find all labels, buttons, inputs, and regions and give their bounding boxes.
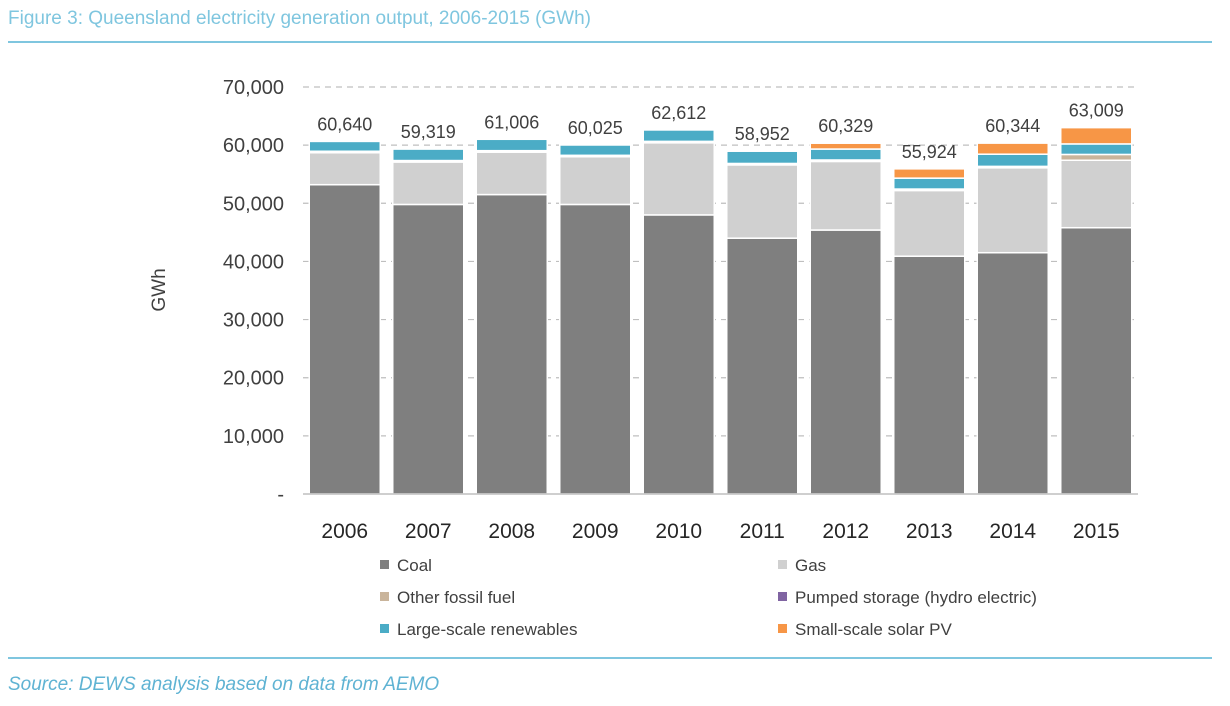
bar-segment-large-scale-renewables: [893, 177, 966, 190]
bar-segment-large-scale-renewables: [308, 140, 381, 152]
y-axis-label: GWh: [149, 268, 170, 311]
bar-segment-small-scale-solar-pv: [976, 142, 1049, 155]
bar-segment-gas: [1060, 159, 1133, 229]
total-data-label: 60,344: [985, 116, 1040, 136]
bar-segment-large-scale-renewables: [475, 138, 548, 152]
bar-segment-coal: [893, 255, 966, 495]
bar-segment-gas: [559, 156, 632, 206]
total-data-label: 58,952: [735, 124, 790, 144]
y-tick-label: 70,000: [223, 77, 284, 99]
bar-segment-gas: [726, 164, 799, 239]
legend-label: Gas: [795, 556, 827, 575]
source-note: Source: DEWS analysis based on data from…: [8, 674, 440, 695]
bar-segment-coal: [475, 193, 548, 495]
x-tick-label: 2011: [740, 520, 785, 543]
legend-swatch: [778, 624, 787, 634]
y-tick-label: 50,000: [223, 193, 284, 215]
bar-segment-large-scale-renewables: [1060, 143, 1133, 156]
bar-segment-coal: [392, 203, 465, 495]
legend-item: Small-scale solar PV: [778, 620, 952, 640]
bar-segment-gas: [475, 151, 548, 196]
total-labels: 60,640 59,319 61,006 60,025 62,612 58,952 60,3…: [317, 101, 1124, 162]
x-tick-label: 2008: [488, 520, 535, 543]
bar-segment-coal: [642, 214, 715, 495]
bar-segment-small-scale-solar-pv: [809, 142, 882, 150]
total-data-label: 55,924: [902, 142, 957, 162]
y-tick-label: 60,000: [223, 135, 284, 157]
bar-segment-gas: [642, 142, 715, 216]
bar-segment-coal: [809, 229, 882, 495]
legend-label: Large-scale renewables: [397, 620, 578, 639]
legend-swatch: [380, 592, 389, 602]
x-tick-label: 2007: [405, 520, 452, 543]
total-data-label: 63,009: [1069, 101, 1124, 121]
legend-label: Other fossil fuel: [397, 588, 516, 607]
bar-segment-gas: [809, 160, 882, 231]
total-data-label: 60,329: [818, 116, 873, 136]
bar-segment-small-scale-solar-pv: [893, 168, 966, 179]
bar-segment-large-scale-renewables: [809, 148, 882, 161]
legend-item: Coal: [380, 556, 432, 576]
y-tick-label: 40,000: [223, 251, 284, 273]
total-data-label: 60,640: [317, 114, 372, 134]
x-tick-label: 2009: [572, 520, 619, 543]
bar-segment-coal: [559, 203, 632, 495]
figure-title: Figure 3: Queensland electricity generat…: [8, 8, 591, 29]
total-data-label: 59,319: [401, 122, 456, 142]
bar-segment-small-scale-solar-pv: [1060, 126, 1133, 145]
legend-label: Pumped storage (hydro electric): [795, 588, 1037, 607]
legend-item: Gas: [778, 556, 826, 576]
bar-segment-other-fossil-fuel: [1060, 153, 1133, 162]
bar-segment-large-scale-renewables: [726, 150, 799, 165]
bar-segment-large-scale-renewables: [392, 148, 465, 162]
legend-item: Other fossil fuel: [380, 588, 515, 608]
y-tick-label: -: [277, 484, 284, 506]
source-divider: [8, 657, 1212, 659]
y-tick-label: 30,000: [223, 310, 284, 332]
legend-swatch: [380, 624, 389, 634]
bar-segment-large-scale-renewables: [642, 129, 715, 143]
bar-segment-gas: [976, 167, 1049, 254]
legend-label: Small-scale solar PV: [795, 620, 952, 639]
bar-segment-gas: [893, 189, 966, 257]
x-tick-label: 2012: [822, 520, 869, 543]
x-tick-label: 2006: [321, 520, 368, 543]
x-tick-label: 2015: [1073, 520, 1120, 543]
title-divider: [8, 41, 1212, 43]
y-tick-label: 20,000: [223, 368, 284, 390]
legend-label: Coal: [397, 556, 432, 575]
x-tick-label: 2010: [655, 520, 702, 543]
stacked-bar-chart: 60,640 59,319 61,006 60,025 62,612 58,952 60,3…: [149, 77, 1138, 543]
legend-item: Pumped storage (hydro electric): [778, 588, 1037, 608]
legend-swatch: [380, 560, 389, 570]
legend-swatch: [778, 560, 787, 570]
x-tick-label: 2013: [906, 520, 953, 543]
total-data-label: 61,006: [484, 112, 539, 132]
axes: - 10,000 20,000 30,000 40,000 50,000 60,000 70,…: [149, 77, 1138, 543]
bar-segment-gas: [392, 161, 465, 206]
legend-item: Large-scale renewables: [380, 620, 578, 640]
total-data-label: 62,612: [651, 103, 706, 123]
bar-segment-large-scale-renewables: [559, 144, 632, 157]
total-data-label: 60,025: [568, 118, 623, 138]
bar-segment-coal: [1060, 226, 1133, 495]
bar-segment-large-scale-renewables: [976, 153, 1049, 168]
x-tick-label: 2014: [989, 520, 1036, 543]
y-tick-label: 10,000: [223, 426, 284, 448]
legend-swatch: [778, 592, 787, 602]
bar-segment-coal: [976, 251, 1049, 495]
bar-segment-coal: [308, 183, 381, 495]
bar-segment-coal: [726, 237, 799, 495]
bars: [308, 126, 1133, 495]
bar-segment-gas: [308, 151, 381, 186]
